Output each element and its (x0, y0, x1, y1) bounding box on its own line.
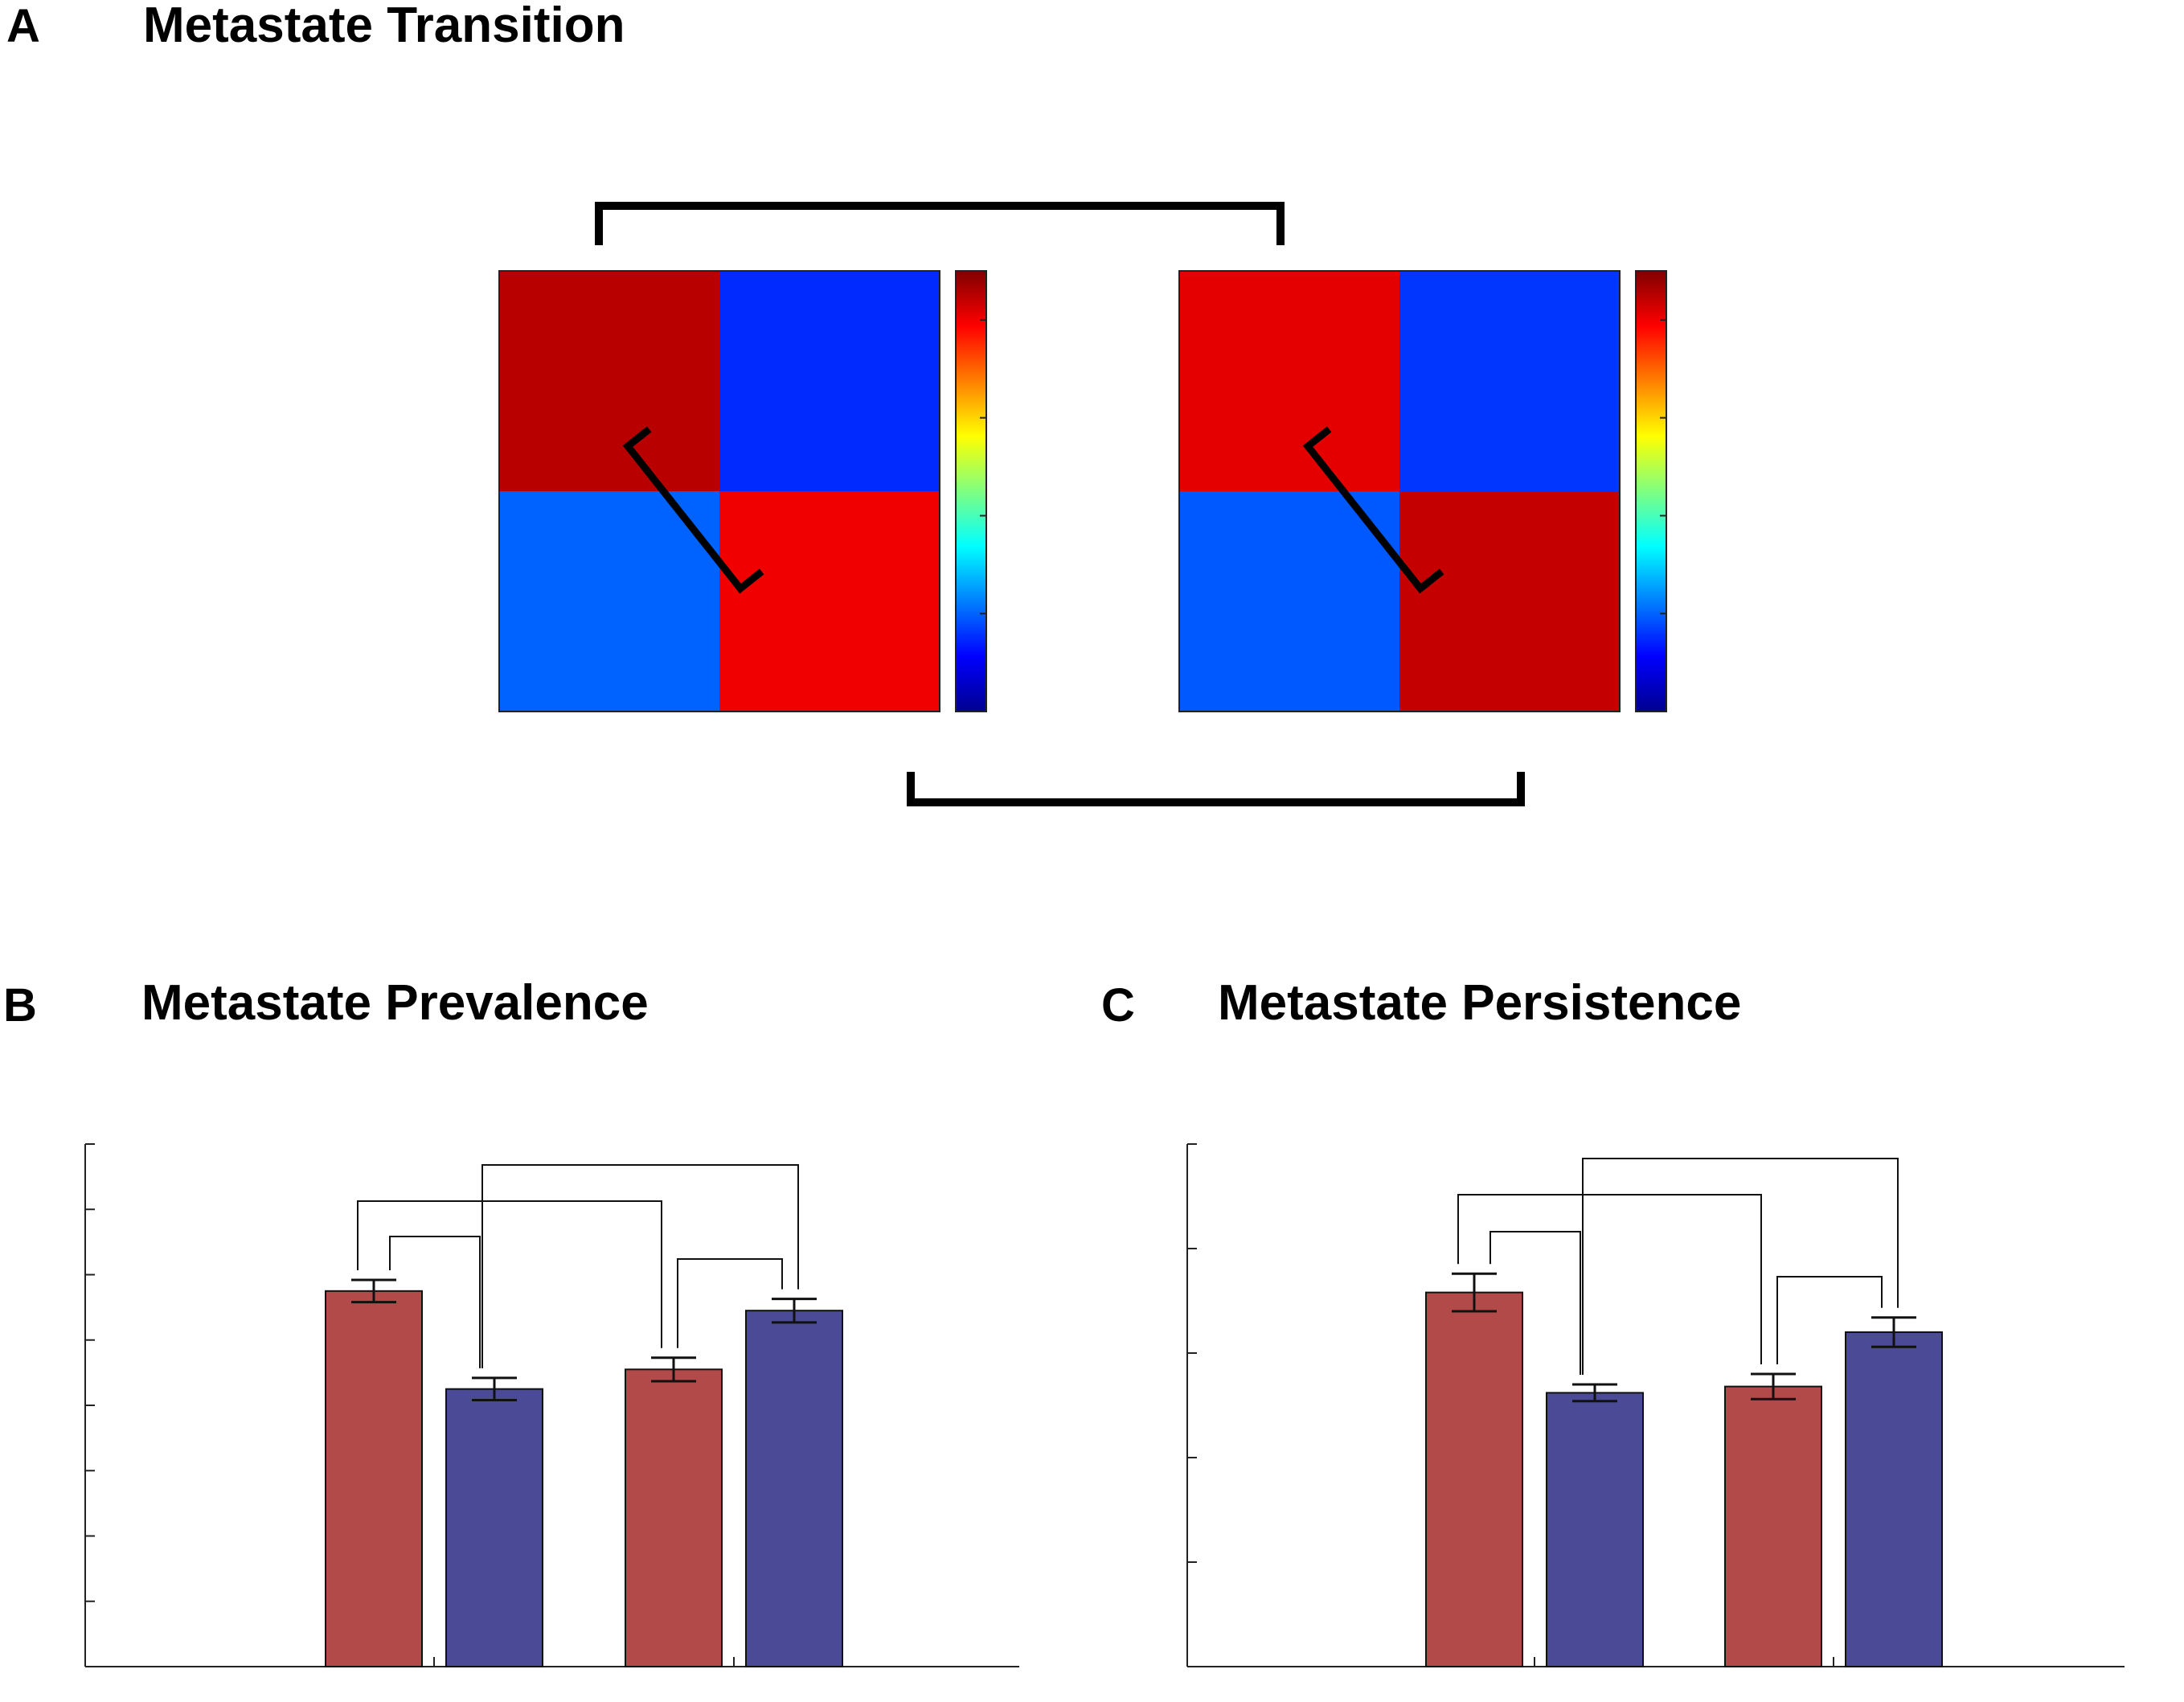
between-group-bracket-bottom (907, 772, 1525, 806)
heatmap-cell (1399, 271, 1620, 491)
error-bar (1452, 1272, 1497, 1313)
bar (1845, 1331, 1943, 1667)
error-bar (1751, 1372, 1796, 1401)
error-bar (1871, 1316, 1916, 1348)
prevalence-bar-chart (84, 1143, 1019, 1667)
significance-bracket (481, 1164, 799, 1368)
bar (325, 1290, 423, 1667)
heatmap-cell (719, 271, 940, 491)
heatmap-frame (1178, 270, 1621, 712)
bar (745, 1310, 843, 1667)
heatmap-cell (1179, 491, 1399, 712)
heatmap-frame (498, 270, 940, 712)
heatmap-cell (1179, 271, 1399, 491)
panel-a-title: Metastate Transition (143, 0, 625, 53)
bar (1724, 1385, 1822, 1667)
bar (445, 1388, 543, 1667)
bar (1425, 1291, 1523, 1667)
panel-c-title: Metastate Persistence (1218, 975, 1741, 1031)
significance-bracket (677, 1258, 783, 1348)
significance-bracket (1489, 1231, 1581, 1375)
significance-bracket (1776, 1276, 1883, 1364)
significance-bracket (1582, 1158, 1899, 1375)
significance-bracket (357, 1200, 662, 1348)
colorbar (955, 270, 987, 712)
between-group-bracket-top (595, 202, 1285, 245)
error-bar (772, 1298, 817, 1324)
within-group-bracket (1302, 426, 1444, 594)
transition-heatmap-panel (498, 202, 1667, 806)
error-bar (651, 1356, 696, 1383)
heatmap-cell (719, 491, 940, 712)
bar (1546, 1392, 1644, 1668)
significance-bracket (389, 1236, 481, 1368)
panel-b-letter: B (3, 979, 37, 1031)
within-group-bracket (622, 426, 764, 594)
panel-c-letter: C (1101, 979, 1135, 1031)
panel-b-title: Metastate Prevalence (141, 975, 649, 1031)
panel-a-letter: A (6, 0, 40, 52)
heatmap-cell (499, 491, 719, 712)
error-bar (472, 1376, 517, 1401)
error-bar (1572, 1383, 1617, 1403)
bar (625, 1368, 723, 1667)
significance-bracket (1457, 1194, 1762, 1364)
colorbar (1635, 270, 1667, 712)
heatmap-cell (499, 271, 719, 491)
error-bar (351, 1278, 396, 1304)
heatmap-cell (1399, 491, 1620, 712)
persistence-bar-chart (1186, 1143, 2125, 1668)
